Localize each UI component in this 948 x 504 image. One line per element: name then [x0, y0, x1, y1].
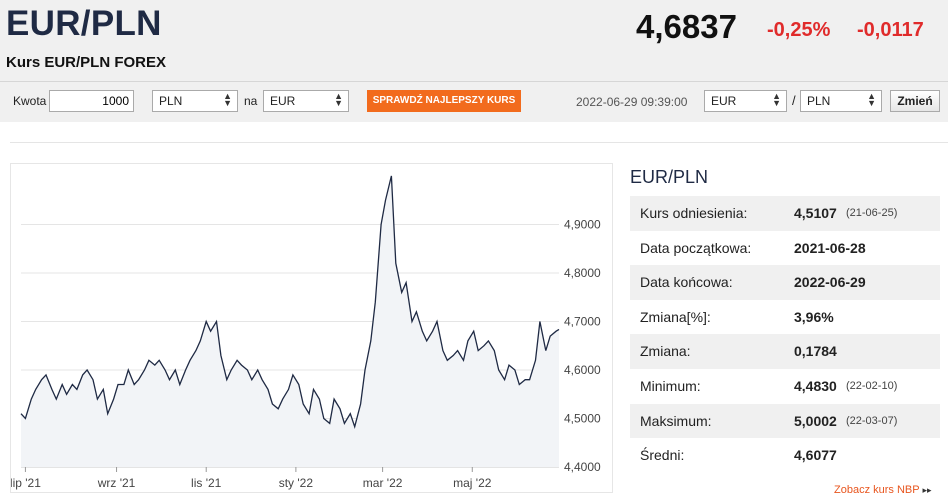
- stat-value: 4,5107: [794, 205, 837, 221]
- pair-base-select[interactable]: EUR ▲ ▼: [704, 90, 787, 112]
- nbp-link-label: Zobacz kurs NBP: [834, 484, 920, 496]
- stat-label: Maksimum:: [640, 412, 712, 429]
- quote-timestamp: 2022-06-29 09:39:00: [576, 95, 688, 109]
- select-arrows-icon: ▲ ▼: [772, 91, 781, 108]
- from-currency-value: PLN: [159, 94, 183, 108]
- x-tick-label: lip '21: [11, 476, 41, 490]
- change-percent: -0,25%: [767, 19, 831, 41]
- chart-container: 4,9000 4,8000 4,7000 4,6000 4,5000 4,4000 lip…: [10, 163, 613, 493]
- price-line: [20, 175, 560, 429]
- amount-label: Kwota: [13, 94, 47, 108]
- stat-label: Zmiana[%]:: [640, 308, 711, 325]
- y-tick-label: 4,9000: [564, 218, 601, 232]
- page-title: EUR/PLN: [6, 4, 162, 43]
- pair-quote-select[interactable]: PLN ▲ ▼: [800, 90, 882, 112]
- header: EUR/PLN Kurs EUR/PLN FOREX 4,6837 -0,25%…: [0, 0, 948, 122]
- x-tick-label: wrz '21: [97, 476, 136, 490]
- y-tick-label: 4,8000: [564, 266, 601, 280]
- y-tick-label: 4,5000: [564, 412, 601, 426]
- stats-row: Maksimum: 5,0002 (22-03-07): [630, 403, 940, 439]
- stat-label: Data końcowa:: [640, 274, 733, 291]
- stats-row: Data końcowa: 2022-06-29: [630, 265, 940, 300]
- na-label: na: [244, 94, 258, 108]
- select-arrows-icon: ▲ ▼: [867, 91, 876, 108]
- stat-label: Średni:: [640, 447, 685, 464]
- amount-input[interactable]: [49, 90, 134, 112]
- stats-panel-title: EUR/PLN: [630, 167, 709, 187]
- stats-table: Kurs odniesienia: 4,5107 (21-06-25) Data po…: [630, 196, 940, 473]
- change-pair-button[interactable]: Zmień: [890, 90, 940, 112]
- x-tick-label: maj '22: [453, 476, 492, 490]
- y-tick-label: 4,6000: [564, 363, 601, 377]
- pair-quote-value: PLN: [807, 94, 831, 108]
- current-price: 4,6837: [636, 8, 737, 45]
- price-area: [21, 175, 559, 467]
- stat-value: 4,4830: [794, 377, 837, 394]
- stat-value: 2021-06-28: [794, 239, 866, 256]
- stat-date: (22-03-07): [846, 414, 898, 427]
- content-separator: [0, 122, 948, 143]
- x-tick-label: lis '21: [191, 476, 222, 490]
- stat-value: 2022-06-29: [794, 274, 866, 291]
- to-currency-value: EUR: [270, 94, 296, 108]
- stat-value: 5,0002: [794, 412, 837, 429]
- to-currency-select[interactable]: EUR ▲ ▼: [263, 90, 349, 112]
- header-divider: [0, 81, 948, 82]
- stats-row: Średni: 4,6077: [630, 438, 940, 473]
- price-chart: 4,9000 4,8000 4,7000 4,6000 4,5000 4,4000 lip…: [10, 175, 601, 490]
- stat-value: 4,6077: [794, 447, 837, 464]
- stat-value: 3,96%: [794, 308, 834, 325]
- stat-label: Zmiana:: [640, 343, 691, 360]
- stat-label: Data początkowa:: [640, 239, 752, 256]
- stat-label: Kurs odniesienia:: [640, 205, 748, 221]
- from-currency-select[interactable]: PLN ▲ ▼: [152, 90, 238, 112]
- pair-base-value: EUR: [711, 94, 737, 108]
- x-tick-label: mar '22: [363, 476, 403, 490]
- y-tick-label: 4,7000: [564, 315, 601, 329]
- stats-row: Data początkowa: 2021-06-28: [630, 231, 940, 266]
- y-axis: 4,9000 4,8000 4,7000 4,6000 4,5000 4,4000: [564, 218, 601, 475]
- stat-date: (21-06-25): [846, 207, 898, 219]
- stats-row: Minimum: 4,4830 (22-02-10): [630, 369, 940, 404]
- page-subtitle: Kurs EUR/PLN FOREX: [6, 54, 167, 71]
- currency-converter: Kwota PLN ▲▼ na EUR ▲▼ SPRAWDŹ NAJLEPSZY…: [0, 88, 948, 116]
- double-arrow-icon: ▸▸: [922, 485, 932, 495]
- select-arrows-icon: ▲ ▼: [223, 91, 232, 108]
- nbp-rate-link[interactable]: Zobacz kurs NBP ▸▸: [834, 484, 932, 496]
- pair-separator: /: [792, 93, 796, 108]
- x-axis: lip '21 wrz '21 lis '21 sty '22 mar '22 maj '…: [10, 467, 492, 490]
- check-best-rate-button[interactable]: SPRAWDŹ NAJLEPSZY KURS: [367, 90, 521, 112]
- y-tick-label: 4,4000: [564, 460, 601, 474]
- stat-label: Minimum:: [640, 377, 701, 394]
- change-absolute: -0,0117: [857, 19, 924, 41]
- stat-date: (22-02-10): [846, 379, 898, 392]
- select-arrows-icon: ▲ ▼: [334, 91, 343, 108]
- stats-row: Zmiana: 0,1784: [630, 334, 940, 369]
- stat-value: 0,1784: [794, 343, 837, 360]
- x-tick-label: sty '22: [279, 476, 314, 490]
- stats-row: Kurs odniesienia: 4,5107 (21-06-25): [630, 196, 940, 231]
- stats-row: Zmiana[%]: 3,96%: [630, 300, 940, 335]
